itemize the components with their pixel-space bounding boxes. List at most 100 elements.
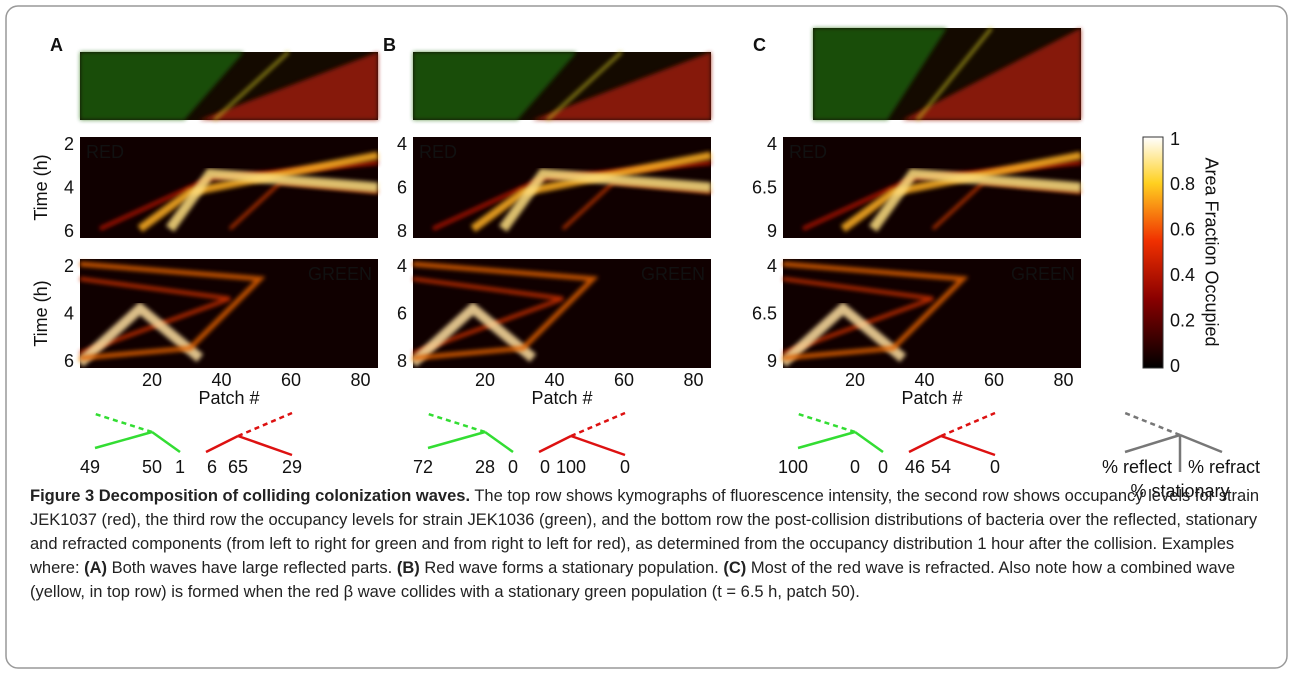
split-line [571,413,625,436]
y-tick-label: 9 [767,351,777,371]
split-value: 50 [142,457,162,477]
split-value: 0 [508,457,518,477]
y-tick-label: 8 [397,221,407,241]
split-value: 54 [931,457,951,477]
split-value: 0 [850,457,860,477]
legend-line [1180,435,1222,452]
split-value: 46 [905,457,925,477]
caption-label: (A) [84,559,107,577]
split-value: 100 [556,457,586,477]
heatmap-label: GREEN [308,264,372,284]
split-line [539,436,571,452]
heatmap-label: RED [419,142,457,162]
caption-text: Both waves have large reflected parts. [107,559,397,577]
colorbar-tick-label: 1 [1170,129,1180,149]
split-line [485,432,513,452]
y-tick-label: 8 [397,351,407,371]
split-value: 29 [282,457,302,477]
split-value: 49 [80,457,100,477]
split-value: 0 [878,457,888,477]
split-value: 1 [175,457,185,477]
y-tick-label: 4 [397,256,407,276]
x-tick-label: 40 [914,370,934,390]
caption-text: Red wave forms a stationary population. [420,559,724,577]
panel-letter: C [753,35,766,55]
legend-text: % refract [1188,457,1260,477]
colorbar [1143,137,1163,368]
split-line [238,413,292,436]
x-tick-label: 80 [683,370,703,390]
y-tick-label: 4 [64,177,74,197]
split-line [941,436,995,455]
split-value: 0 [540,457,550,477]
legend-line [1125,413,1180,435]
colorbar-tick-label: 0 [1170,356,1180,376]
y-axis-label: Time (h) [31,154,51,220]
x-tick-label: 20 [142,370,162,390]
y-axis-label: Time (h) [31,280,51,346]
split-value: 6 [207,457,217,477]
split-line [798,432,855,448]
split-line [571,436,625,455]
split-value: 0 [990,457,1000,477]
y-tick-label: 6 [64,351,74,371]
heatmap-label: GREEN [641,264,705,284]
caption: Figure 3 Decomposition of colliding colo… [30,484,1265,604]
y-tick-label: 6.5 [752,177,777,197]
caption-label: (C) [723,559,746,577]
x-tick-label: 60 [614,370,634,390]
colorbar-tick-label: 0.4 [1170,265,1195,285]
split-value: 0 [620,457,630,477]
colorbar-label: Area Fraction Occupied [1201,157,1221,346]
y-tick-label: 6.5 [752,303,777,323]
y-tick-label: 9 [767,221,777,241]
x-axis-label: Patch # [198,388,259,408]
split-line [428,432,485,448]
split-line [425,413,485,432]
y-tick-label: 6 [64,221,74,241]
colorbar-tick-label: 0.8 [1170,174,1195,194]
split-line [206,436,238,452]
colorbar-tick-label: 0.2 [1170,310,1195,330]
x-tick-label: 80 [350,370,370,390]
legend-text: % reflect [1102,457,1172,477]
y-tick-label: 4 [767,256,777,276]
caption-title: Figure 3 Decomposition of colliding colo… [30,487,470,505]
split-line [238,436,292,455]
page: ARED246Time (h)GREEN246Time (h)20406080P… [0,0,1293,678]
panel-letter: A [50,35,63,55]
x-axis-label: Patch # [901,388,962,408]
colorbar-tick-label: 0.6 [1170,220,1195,240]
y-tick-label: 2 [64,256,74,276]
split-line [152,432,180,452]
x-tick-label: 20 [475,370,495,390]
y-tick-label: 4 [767,134,777,154]
x-tick-label: 40 [544,370,564,390]
x-tick-label: 60 [281,370,301,390]
heatmap-label: GREEN [1011,264,1075,284]
x-tick-label: 40 [211,370,231,390]
split-line [92,413,152,432]
x-tick-label: 60 [984,370,1004,390]
legend-line [1125,435,1180,452]
heatmap-label: RED [789,142,827,162]
split-line [909,436,941,452]
split-line [855,432,883,452]
split-line [795,413,855,432]
y-tick-label: 2 [64,134,74,154]
caption-label: (B) [397,559,420,577]
split-value: 100 [778,457,808,477]
split-line [941,413,995,436]
x-tick-label: 80 [1053,370,1073,390]
split-line [95,432,152,448]
x-axis-label: Patch # [531,388,592,408]
heatmap-label: RED [86,142,124,162]
split-value: 28 [475,457,495,477]
split-value: 72 [413,457,433,477]
y-tick-label: 4 [64,303,74,323]
y-tick-label: 6 [397,303,407,323]
y-tick-label: 4 [397,134,407,154]
x-tick-label: 20 [845,370,865,390]
split-value: 65 [228,457,248,477]
panel-letter: B [383,35,396,55]
